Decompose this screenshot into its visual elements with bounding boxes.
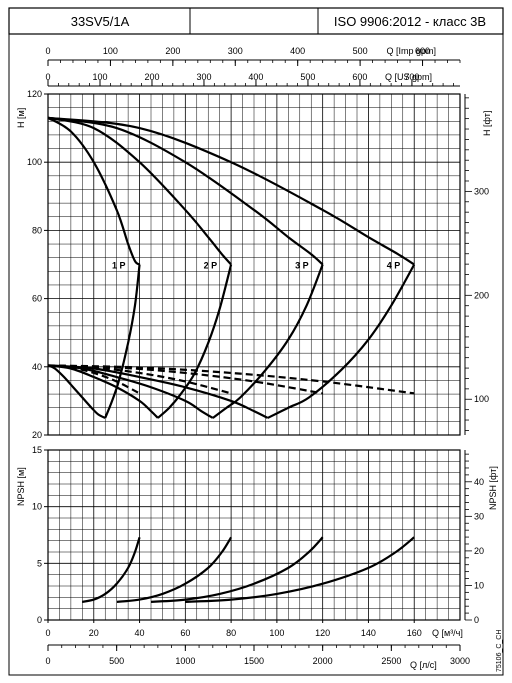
tick-label: 0 [37, 615, 42, 625]
tick-label: 80 [32, 225, 42, 235]
tick-label: 100 [103, 46, 118, 56]
npsh-plot-frame [47, 449, 461, 621]
imp-gpm-axis: Q [Imp gpm] 0 100 200 300 400 500 600 [45, 46, 461, 66]
standard-title: ISO 9906:2012 - класс 3B [334, 14, 486, 29]
tick-label: 600 [352, 72, 367, 82]
head-curve [47, 116, 324, 419]
tick-label: 100 [474, 394, 489, 404]
tick-label: 40 [474, 477, 484, 487]
tick-label: 100 [27, 157, 42, 167]
tick-label: 0 [45, 72, 50, 82]
tick-label: 120 [27, 89, 42, 99]
model-title: 33SV5/1A [71, 14, 130, 29]
tick-label: 10 [32, 502, 42, 512]
npsh-curve [82, 536, 141, 603]
efficiency-curve [47, 364, 232, 395]
tick-label: 20 [32, 430, 42, 440]
tick-label: 1500 [244, 656, 264, 666]
tick-label: 140 [361, 628, 376, 638]
curve-labels: 1 P 2 P 3 P 4 P [112, 261, 400, 271]
tick-label: 1000 [175, 656, 195, 666]
tick-label: 600 [415, 46, 430, 56]
curve-label: 3 P [295, 261, 309, 271]
npsh-grid [47, 449, 461, 621]
tick-label: 60 [32, 294, 42, 304]
header-bar: 33SV5/1A ISO 9906:2012 - класс 3B [8, 7, 504, 35]
npsh-curve [150, 536, 324, 603]
npsh-ft-axis: NPSH [фт] 0 10 20 30 40 [464, 450, 498, 625]
tick-label: 200 [144, 72, 159, 82]
tick-label: 120 [315, 628, 330, 638]
npsh-curve [185, 536, 415, 603]
tick-label: 40 [135, 628, 145, 638]
tick-label: 15 [32, 445, 42, 455]
imp-gpm-axis-label: Q [Imp gpm] [386, 46, 436, 56]
head-ft-axis: H [фт] 100 200 300 [464, 94, 492, 435]
tick-label: 300 [228, 46, 243, 56]
tick-label: 300 [474, 186, 489, 196]
tick-label: 500 [109, 656, 124, 666]
curve-label: 4 P [387, 261, 401, 271]
tick-label: 0 [45, 628, 50, 638]
efficiency-curve [47, 364, 415, 395]
npsh-curves [82, 536, 415, 603]
tick-label: 300 [196, 72, 211, 82]
head-plot-frame [47, 93, 461, 436]
q-m3h-axis-label: Q [м³/ч] [432, 628, 463, 638]
tick-label: 0 [45, 656, 50, 666]
outer-frame [8, 33, 504, 676]
head-ft-axis-label: H [фт] [482, 111, 492, 136]
q-m3h-axis: Q [м³/ч] 0 20 40 60 80 100 120 140 160 [45, 620, 463, 638]
q-ls-axis: Q [л/с] 0 500 1000 1500 2000 2500 3000 [45, 644, 470, 670]
head-m-axis: H [м] 20 40 60 80 100 120 [16, 89, 48, 440]
npsh-m-axis-label: NPSH [м] [16, 467, 26, 506]
tick-label: 3000 [450, 656, 470, 666]
tick-label: 200 [165, 46, 180, 56]
us-gpm-axis-label: Q [US gpm] [385, 72, 432, 82]
tick-label: 500 [353, 46, 368, 56]
tick-label: 400 [290, 46, 305, 56]
tick-label: 0 [45, 46, 50, 56]
tick-label: 30 [474, 511, 484, 521]
drawing-code: 75106_C_CH [496, 630, 503, 672]
tick-label: 10 [474, 580, 484, 590]
tick-label: 700 [404, 72, 419, 82]
head-curve [47, 116, 416, 419]
tick-label: 60 [180, 628, 190, 638]
head-curves [47, 116, 416, 419]
tick-label: 40 [32, 362, 42, 372]
q-ls-axis-label: Q [л/с] [410, 660, 437, 670]
head-curve [47, 364, 269, 419]
tick-label: 500 [300, 72, 315, 82]
tick-label: 2500 [381, 656, 401, 666]
npsh-m-axis: NPSH [м] 0 5 10 15 [16, 445, 48, 625]
tick-label: 2000 [313, 656, 333, 666]
us-gpm-axis: Q [US gpm] 0 100 200 300 400 500 600 700 [45, 72, 460, 87]
tick-label: 5 [37, 558, 42, 568]
tick-label: 400 [248, 72, 263, 82]
head-curve [47, 364, 214, 419]
tick-label: 200 [474, 290, 489, 300]
tick-label: 20 [89, 628, 99, 638]
npsh-curve [116, 536, 233, 603]
tick-label: 100 [269, 628, 284, 638]
head-m-axis-label: H [м] [16, 108, 26, 128]
tick-label: 20 [474, 546, 484, 556]
tick-label: 80 [226, 628, 236, 638]
curve-label: 2 P [204, 261, 218, 271]
head-curve [47, 364, 106, 419]
tick-label: 160 [407, 628, 422, 638]
curve-label: 1 P [112, 261, 126, 271]
tick-label: 100 [92, 72, 107, 82]
head-curve [47, 116, 141, 419]
npsh-ft-axis-label: NPSH [фт] [488, 466, 498, 510]
tick-label: 0 [474, 615, 479, 625]
head-grid [47, 93, 461, 436]
